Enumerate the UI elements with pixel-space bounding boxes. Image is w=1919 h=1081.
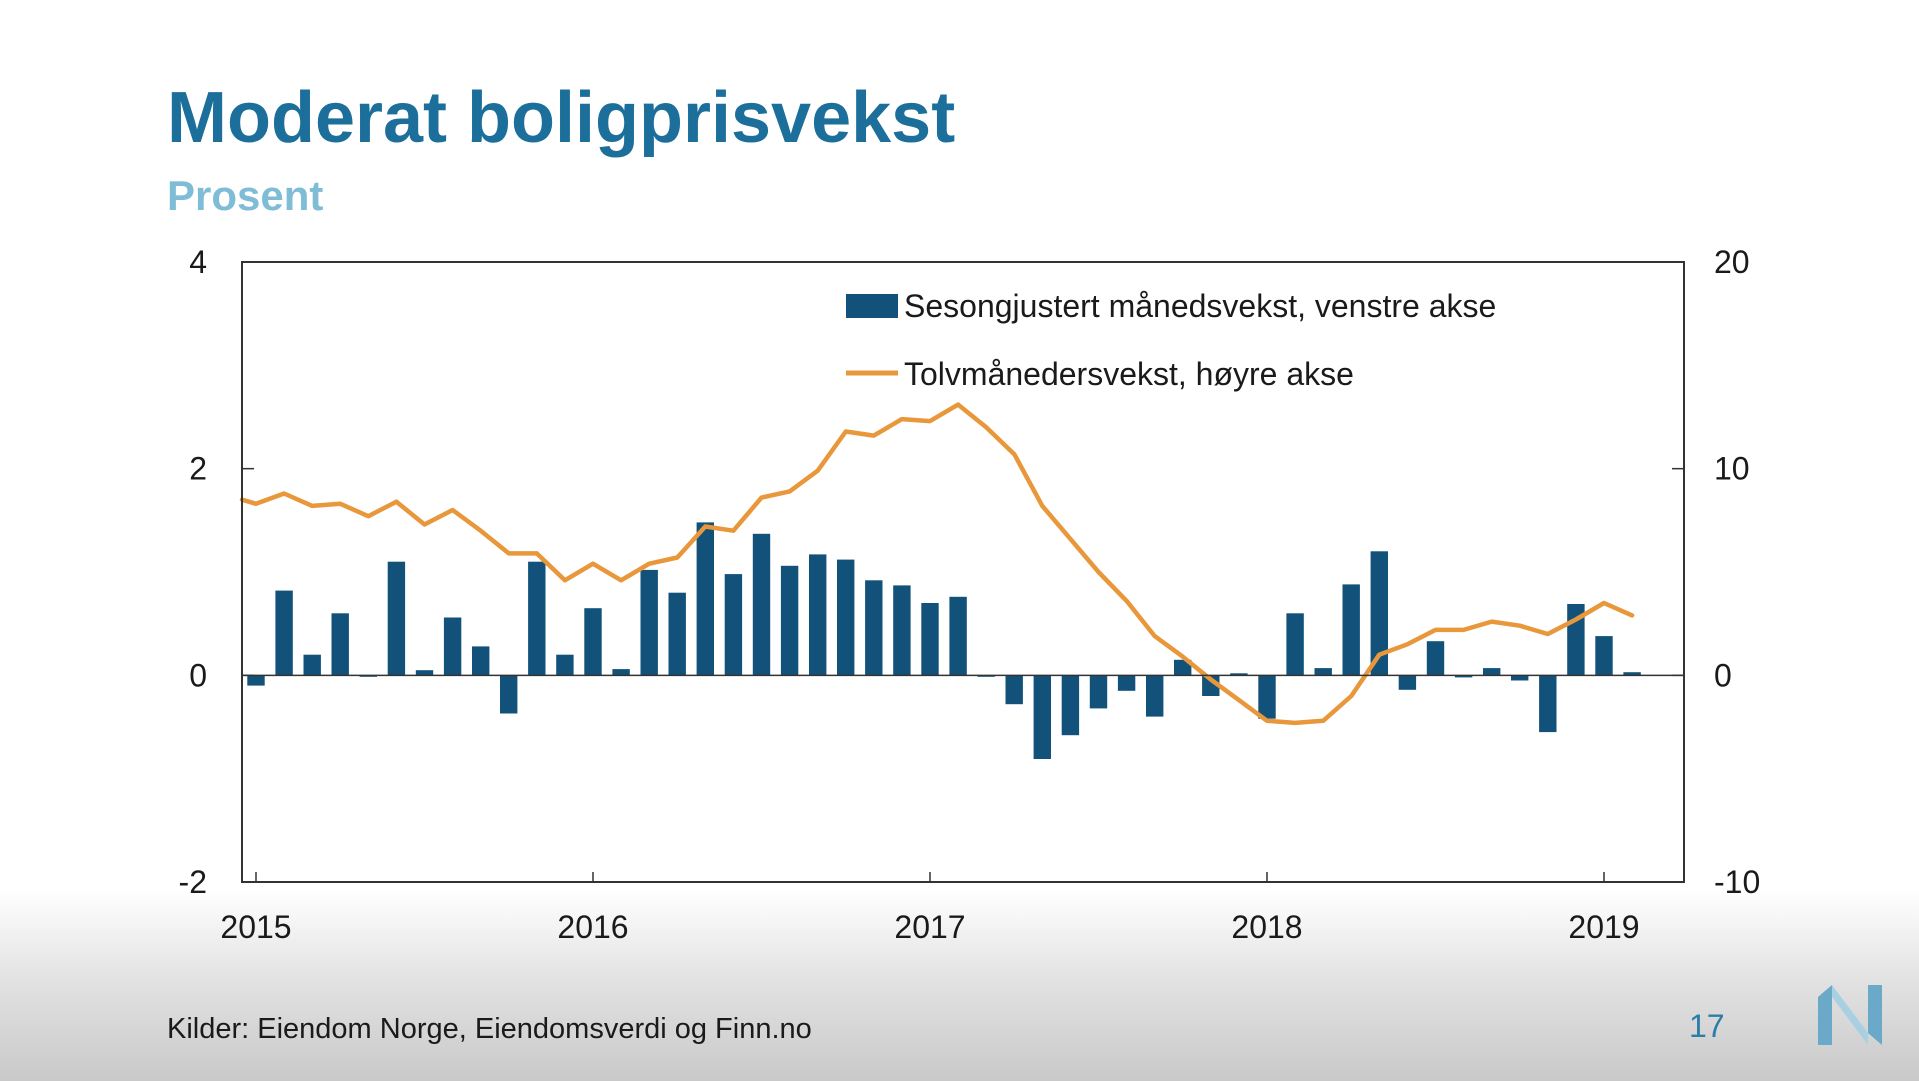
line-layer bbox=[239, 402, 1635, 726]
bar bbox=[612, 669, 630, 676]
legend-line-label: Tolvmånedersvekst, høyre akse bbox=[904, 356, 1354, 392]
norges-bank-logo-icon bbox=[1818, 985, 1882, 1045]
bar bbox=[1061, 675, 1080, 736]
bar bbox=[415, 670, 434, 676]
x-tick-label: 2019 bbox=[1568, 909, 1639, 945]
bar bbox=[1483, 668, 1501, 676]
page-title: Moderat boligprisvekst bbox=[167, 78, 956, 158]
x-tick-label: 2016 bbox=[557, 909, 628, 945]
bar bbox=[640, 569, 658, 676]
bar bbox=[1342, 584, 1360, 676]
y-right-tick-label: 0 bbox=[1714, 657, 1732, 693]
bar bbox=[1595, 636, 1613, 676]
y-right-tick-label: 10 bbox=[1714, 451, 1750, 487]
x-tick-label: 2017 bbox=[894, 909, 965, 945]
bar bbox=[387, 561, 406, 676]
bar bbox=[752, 533, 771, 676]
bar bbox=[865, 580, 883, 676]
bar bbox=[1539, 675, 1557, 733]
page-subtitle: Prosent bbox=[167, 172, 324, 219]
y-left-tick-label: 4 bbox=[189, 244, 207, 280]
bar bbox=[1286, 613, 1304, 676]
bar bbox=[1258, 675, 1276, 719]
bar bbox=[949, 596, 967, 676]
bar bbox=[275, 590, 293, 676]
plot-frame bbox=[241, 261, 1685, 883]
y-left-tick-label: 0 bbox=[189, 657, 207, 693]
bar bbox=[696, 522, 714, 676]
bar bbox=[1370, 551, 1388, 676]
bar bbox=[1117, 675, 1136, 691]
bar bbox=[331, 613, 349, 676]
bar bbox=[472, 646, 490, 676]
bar bbox=[1033, 675, 1051, 759]
y-left-tick-label: 2 bbox=[189, 451, 207, 487]
bar bbox=[668, 592, 686, 676]
bar bbox=[500, 675, 518, 714]
page-number: 17 bbox=[1689, 1008, 1725, 1044]
legend-bar-label: Sesongjustert månedsvekst, venstre akse bbox=[904, 288, 1496, 324]
bar bbox=[1146, 675, 1164, 717]
bar bbox=[1454, 675, 1473, 678]
source-note: Kilder: Eiendom Norge, Eiendomsverdi og … bbox=[167, 1013, 812, 1045]
bar bbox=[584, 608, 602, 676]
y-right-tick-label: 20 bbox=[1714, 244, 1750, 280]
bar bbox=[1174, 659, 1192, 676]
bar bbox=[780, 565, 799, 676]
bar bbox=[1005, 675, 1023, 705]
bar bbox=[1426, 641, 1445, 676]
bar bbox=[809, 554, 827, 676]
x-tick-label: 2015 bbox=[220, 909, 291, 945]
bar bbox=[1623, 672, 1641, 676]
y-right-tick-label: -10 bbox=[1714, 864, 1760, 900]
bar bbox=[1398, 675, 1417, 690]
bar bbox=[443, 617, 462, 676]
bar bbox=[528, 561, 546, 676]
bar bbox=[1089, 675, 1108, 709]
bars-layer bbox=[247, 522, 1641, 759]
bar bbox=[921, 603, 939, 676]
y-left-tick-label: -2 bbox=[179, 864, 207, 900]
bar bbox=[837, 559, 855, 676]
bar bbox=[1314, 668, 1332, 676]
bar bbox=[724, 574, 743, 676]
bar bbox=[556, 654, 574, 676]
chart-legend: Sesongjustert månedsvekst, venstre akse T… bbox=[846, 288, 1496, 392]
bar bbox=[247, 675, 265, 686]
x-tick-label: 2018 bbox=[1231, 909, 1302, 945]
legend-bar-swatch bbox=[846, 294, 898, 318]
bar bbox=[893, 585, 911, 676]
bar bbox=[303, 654, 321, 676]
bar bbox=[1511, 675, 1529, 681]
line-series bbox=[239, 402, 1635, 726]
bar bbox=[1230, 673, 1248, 676]
